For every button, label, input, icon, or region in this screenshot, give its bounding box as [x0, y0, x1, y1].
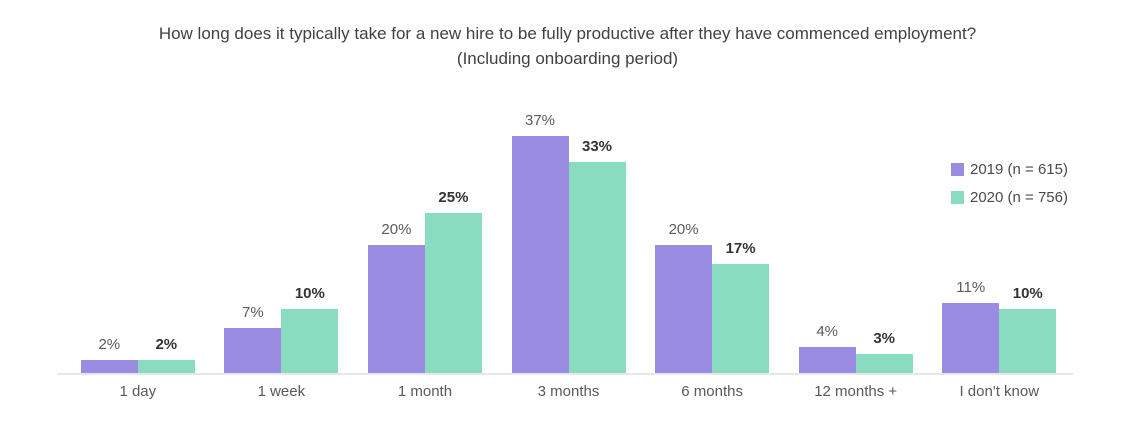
value-label-2019-1-week: 7%	[242, 304, 264, 321]
value-label-2020-3-months: 33%	[582, 138, 613, 155]
bar-group-1-day: 2% 2%	[66, 100, 210, 373]
bar-2020-i-don-t-know	[999, 309, 1057, 373]
bar-group-6-months: 20% 17%	[640, 100, 784, 373]
bar-col-2019-6-months: 20%	[655, 221, 713, 373]
value-label-2020-1-month: 25%	[438, 189, 469, 206]
x-axis-label-1-week: 1 week	[257, 383, 306, 400]
x-axis-label-12-months: 12 months +	[814, 383, 898, 400]
value-label-2019-3-months: 37%	[525, 112, 556, 129]
x-axis-label-3-months: 3 months	[537, 383, 600, 400]
bar-col-2019-1-month: 20%	[367, 221, 425, 373]
legend-item-2020: 2020 (n = 756)	[951, 189, 1068, 206]
bar-col-2020-i-don-t-know: 10%	[999, 285, 1057, 373]
bar-col-2019-1-day: 2%	[80, 336, 138, 373]
x-axis-label-i-don-t-know: I don't know	[959, 383, 1040, 400]
value-label-2020-1-day: 2%	[155, 336, 178, 353]
bar-2019-1-month	[367, 245, 425, 373]
bar-group-3-months: 37% 33%	[497, 100, 641, 373]
value-label-2020-i-don-t-know: 10%	[1012, 285, 1043, 302]
bar-col-2019-12-months: 4%	[798, 323, 856, 373]
legend-swatch-2019	[951, 163, 964, 176]
bar-2020-1-week	[281, 309, 339, 373]
bar-2020-1-month	[424, 213, 482, 373]
bar-2020-1-day	[137, 360, 195, 373]
bar-col-2019-1-week: 7%	[224, 304, 282, 373]
x-axis-line	[57, 373, 1073, 375]
bar-2019-12-months	[798, 347, 856, 373]
bar-col-2020-3-months: 33%	[568, 138, 626, 373]
bar-2019-3-months	[511, 136, 569, 373]
bar-group-1-week: 7% 10%	[210, 100, 354, 373]
value-label-2020-6-months: 17%	[725, 240, 756, 257]
value-label-2020-1-week: 10%	[294, 285, 325, 302]
legend-item-2019: 2019 (n = 615)	[951, 161, 1068, 178]
legend-swatch-2020	[951, 191, 964, 204]
chart-title-line2: (Including onboarding period)	[456, 49, 679, 68]
x-axis-label-1-month: 1 month	[397, 383, 453, 400]
chart-title-line1: How long does it typically take for a ne…	[158, 24, 977, 43]
x-axis-label-6-months: 6 months	[681, 383, 743, 400]
legend-label-2020: 2020 (n = 756)	[970, 189, 1068, 206]
bar-2020-3-months	[568, 162, 626, 373]
value-label-2019-6-months: 20%	[668, 221, 699, 238]
bar-group-1-month: 20% 25%	[353, 100, 497, 373]
bar-2019-1-week	[224, 328, 282, 373]
bar-col-2019-3-months: 37%	[511, 112, 569, 373]
x-axis-label-1-day: 1 day	[119, 383, 157, 400]
value-label-2019-12-months: 4%	[816, 323, 839, 340]
legend-label-2019: 2019 (n = 615)	[970, 161, 1068, 178]
bar-col-2020-1-month: 25%	[424, 189, 482, 373]
chart-title: How long does it typically take for a ne…	[0, 21, 1135, 71]
plot-area: 2% 2% 7% 10% 20% 25% 37% 33% 20% 17% 4% 3% 11% 10%	[66, 100, 1071, 373]
bar-2019-6-months	[655, 245, 713, 373]
bar-col-2020-1-day: 2%	[137, 336, 195, 373]
bar-groups: 2% 2% 7% 10% 20% 25% 37% 33% 20% 17% 4% 3% 11% 10%	[66, 100, 1071, 373]
bar-2019-1-day	[80, 360, 138, 373]
bar-col-2020-1-week: 10%	[281, 285, 339, 373]
bar-2020-6-months	[712, 264, 770, 373]
bar-2019-i-don-t-know	[942, 303, 1000, 373]
bar-col-2020-6-months: 17%	[712, 240, 770, 373]
legend: 2019 (n = 615) 2020 (n = 756)	[951, 161, 1068, 217]
value-label-2019-i-don-t-know: 11%	[956, 279, 986, 296]
value-label-2019-1-month: 20%	[381, 221, 412, 238]
bar-2020-12-months	[855, 354, 913, 373]
bar-col-2019-i-don-t-know: 11%	[942, 279, 1000, 373]
value-label-2020-12-months: 3%	[873, 330, 896, 347]
bar-group-12-months: 4% 3%	[784, 100, 928, 373]
bar-col-2020-12-months: 3%	[855, 330, 913, 373]
bar-group-i-don-t-know: 11% 10%	[927, 100, 1071, 373]
x-axis-labels: 1 day 1 week 1 month 3 months 6 months 12 mon…	[66, 383, 1071, 400]
value-label-2019-1-day: 2%	[98, 336, 121, 353]
